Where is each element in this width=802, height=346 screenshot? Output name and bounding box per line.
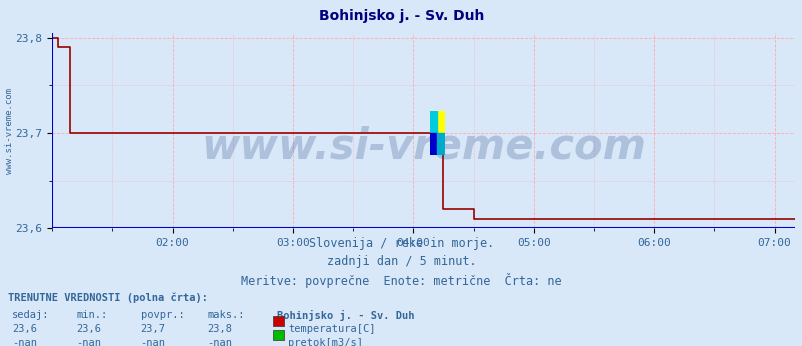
Text: temperatura[C]: temperatura[C] <box>288 324 375 334</box>
Text: Slovenija / reke in morje.: Slovenija / reke in morje. <box>309 237 493 250</box>
Text: zadnji dan / 5 minut.: zadnji dan / 5 minut. <box>326 255 476 268</box>
Text: -nan: -nan <box>207 338 232 346</box>
Bar <box>437 110 444 133</box>
Text: povpr.:: povpr.: <box>140 310 184 320</box>
Text: -nan: -nan <box>140 338 165 346</box>
Text: TRENUTNE VREDNOSTI (polna črta):: TRENUTNE VREDNOSTI (polna črta): <box>8 292 208 303</box>
Text: min.:: min.: <box>76 310 107 320</box>
Text: sedaj:: sedaj: <box>12 310 50 320</box>
Text: Meritve: povprečne  Enote: metrične  Črta: ne: Meritve: povprečne Enote: metrične Črta:… <box>241 273 561 288</box>
Text: -nan: -nan <box>76 338 101 346</box>
Text: maks.:: maks.: <box>207 310 245 320</box>
Text: 23,6: 23,6 <box>76 324 101 334</box>
Text: Bohinjsko j. - Sv. Duh: Bohinjsko j. - Sv. Duh <box>277 310 414 321</box>
Text: pretok[m3/s]: pretok[m3/s] <box>288 338 363 346</box>
Text: Bohinjsko j. - Sv. Duh: Bohinjsko j. - Sv. Duh <box>318 9 484 22</box>
Text: www.si-vreme.com: www.si-vreme.com <box>5 89 14 174</box>
Text: -nan: -nan <box>12 338 37 346</box>
Bar <box>437 133 444 155</box>
Text: www.si-vreme.com: www.si-vreme.com <box>200 125 646 167</box>
Text: 23,8: 23,8 <box>207 324 232 334</box>
Bar <box>430 133 437 155</box>
Bar <box>430 110 437 133</box>
Text: 23,7: 23,7 <box>140 324 165 334</box>
Text: 23,6: 23,6 <box>12 324 37 334</box>
